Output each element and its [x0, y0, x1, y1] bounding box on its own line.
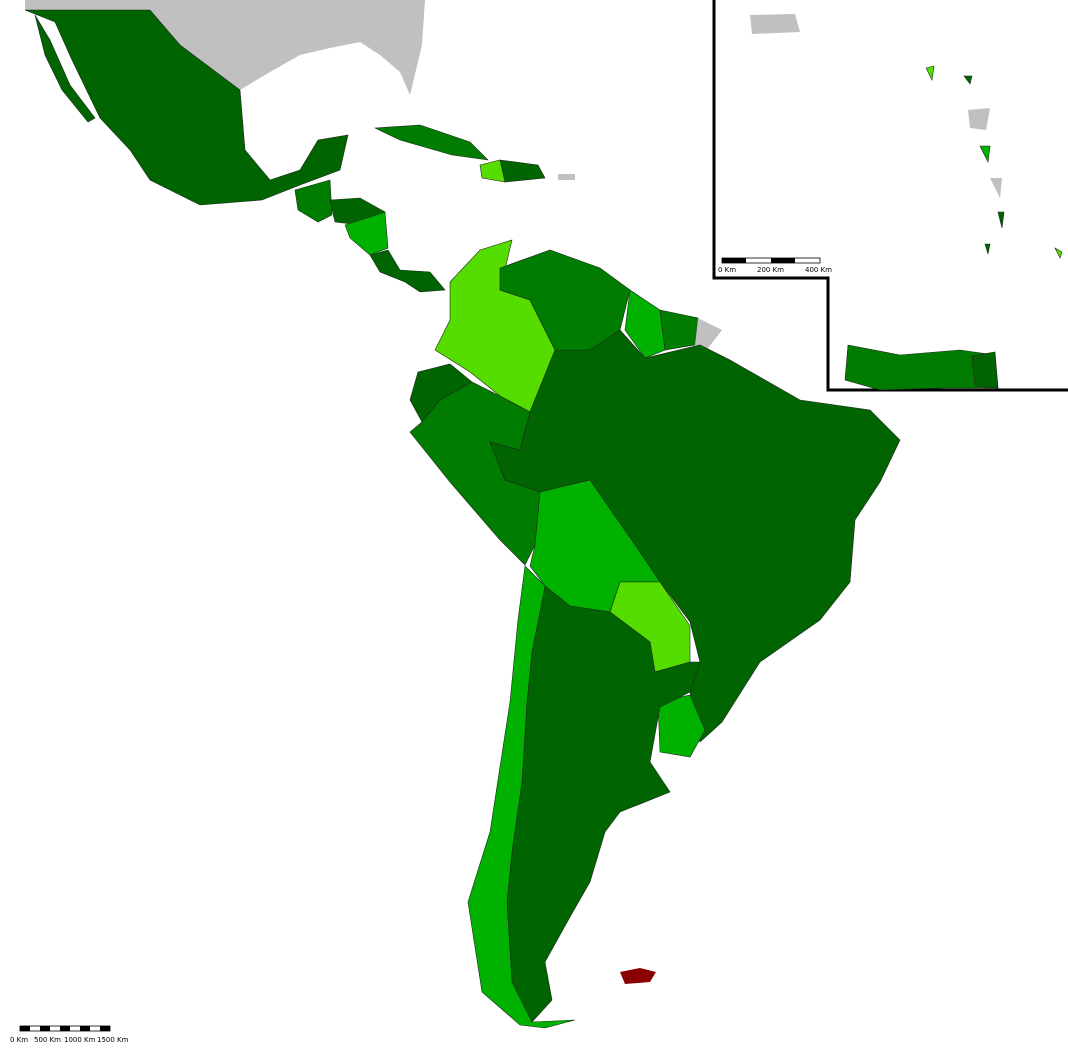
scale-label: 0 Km — [10, 1036, 28, 1044]
scale-segment — [60, 1026, 70, 1031]
baja-california — [34, 14, 96, 123]
inset-island — [984, 243, 991, 255]
cuba — [373, 124, 489, 161]
scale-label: 1500 Km — [97, 1036, 129, 1044]
inset-island — [997, 211, 1005, 229]
inset-island — [925, 65, 935, 81]
scale-segment — [771, 258, 795, 263]
inset-island — [963, 75, 973, 85]
inset-frame — [712, 0, 1068, 392]
united-states — [25, 0, 425, 95]
scale-segment — [100, 1026, 110, 1031]
scale-segment — [40, 1026, 50, 1031]
scale-label: 400 Km — [805, 266, 832, 274]
inset-background — [715, 0, 1068, 278]
puerto-rico — [558, 174, 575, 180]
french-guiana — [695, 318, 722, 352]
inset-trinidad — [971, 351, 999, 389]
falkland-islands — [620, 968, 656, 984]
guatemala — [294, 179, 333, 223]
nicaragua — [344, 211, 389, 256]
scale-segment — [722, 258, 746, 263]
inset-island — [1054, 247, 1063, 259]
haiti — [479, 159, 506, 183]
costa-rica-panama — [369, 249, 446, 293]
chile — [467, 565, 576, 1029]
inset-island — [979, 145, 991, 164]
uruguay — [657, 694, 706, 758]
inset-island — [968, 108, 990, 130]
scale-label: 200 Km — [757, 266, 784, 274]
guyana — [624, 289, 666, 359]
scale-bar: 0 Km 500 Km 1000 Km 1500 Km — [10, 1025, 129, 1044]
scale-label: 1000 Km — [64, 1036, 96, 1044]
mexico — [24, 9, 349, 206]
scale-segment — [80, 1026, 90, 1031]
scale-segment — [20, 1026, 30, 1031]
scale-label: 500 Km — [34, 1036, 61, 1044]
inset-puerto-rico — [750, 14, 800, 34]
inset-scale-bar: 0 Km 200 Km 400 Km — [718, 257, 832, 274]
scale-label: 0 Km — [718, 266, 736, 274]
inset-island — [990, 178, 1002, 198]
